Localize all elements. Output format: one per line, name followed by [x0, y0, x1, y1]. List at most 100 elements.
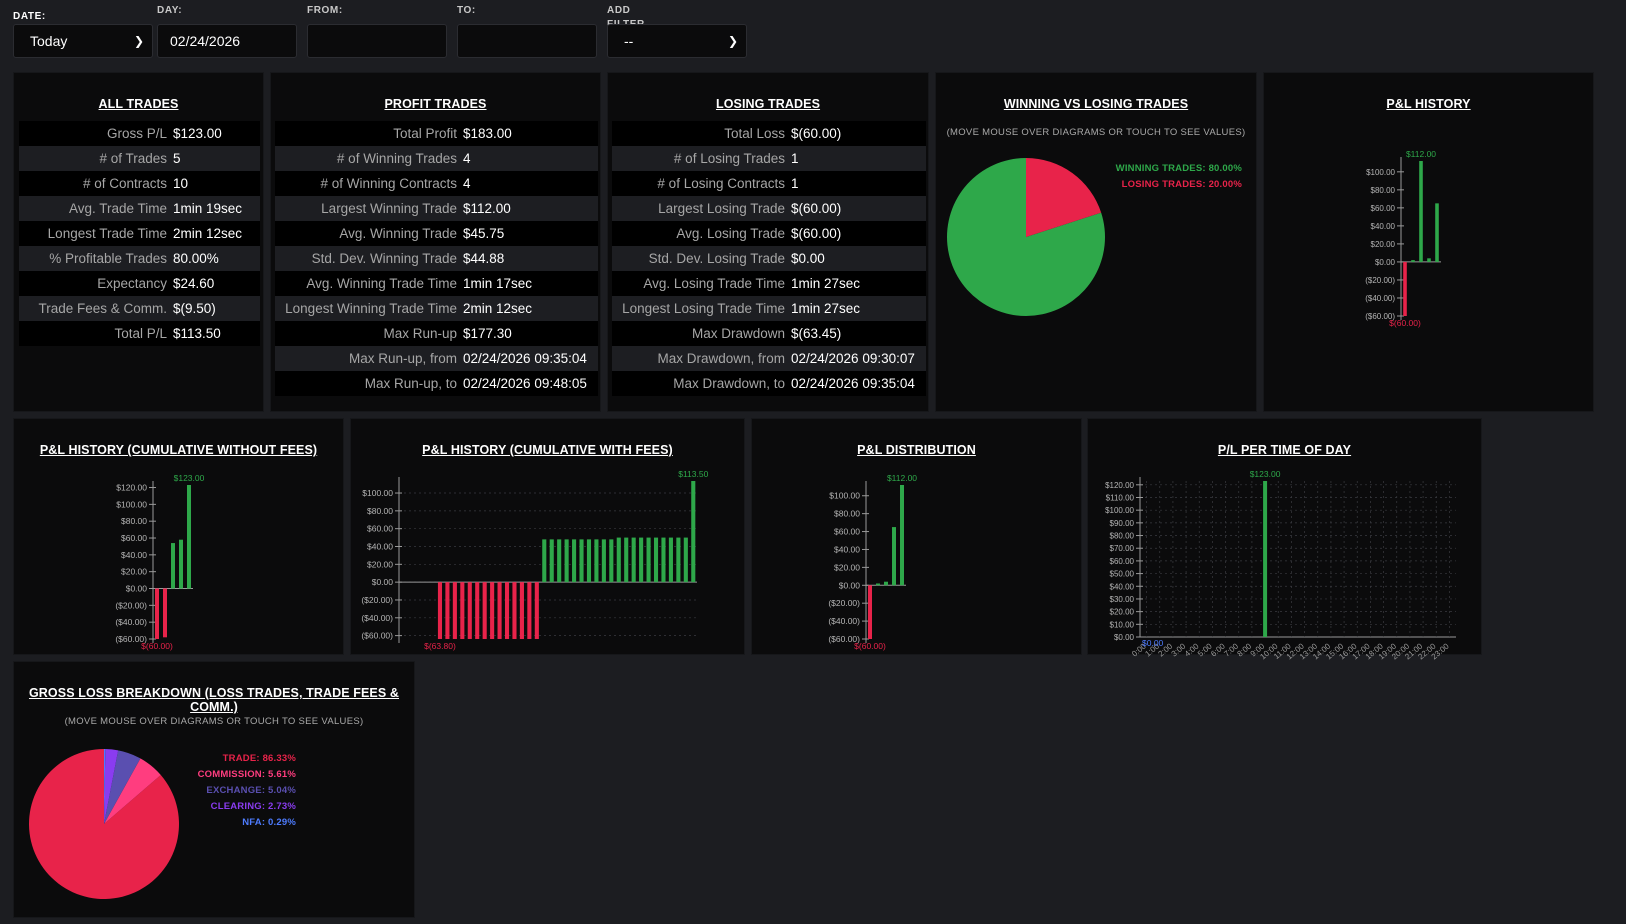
y-tick-label: ($40.00) — [828, 616, 860, 626]
max-label: $112.00 — [1406, 149, 1436, 159]
chevron-down-icon: ❯ — [727, 34, 738, 48]
pie-slice-exchange — [104, 750, 141, 824]
from-input[interactable] — [307, 24, 447, 58]
win-vs-lose-pie[interactable] — [946, 157, 1106, 317]
bar — [601, 539, 606, 583]
stat-label: Max Drawdown, to — [612, 371, 791, 396]
y-tick-label: $100.00 — [1366, 168, 1395, 177]
y-tick-label: $100.00 — [116, 499, 147, 509]
stat-value: 1min 27sec — [791, 271, 926, 296]
bar — [676, 537, 681, 583]
bar — [661, 537, 666, 583]
stat-value: $24.60 — [173, 271, 260, 296]
win-vs-lose-panel: WINNING VS LOSING TRADES (MOVE MOUSE OVE… — [935, 72, 1257, 412]
pl-distribution-title: P&L DISTRIBUTION — [857, 443, 976, 457]
stat-row: # of Contracts 10 — [19, 171, 260, 196]
pl-time-of-day-chart[interactable]: $10.00 $20.00 $30.00 $40.00 $50.00 $60.00 $70.… — [1088, 459, 1483, 689]
win-vs-lose-note: (MOVE MOUSE OVER DIAGRAMS OR TOUCH TO SE… — [946, 127, 1246, 138]
to-filter: TO: — [457, 4, 597, 58]
y-tick-label: $20.00 — [367, 559, 393, 569]
legend-nfa: NFA: 0.29% — [242, 817, 296, 828]
stat-label: Max Run-up, to — [275, 371, 463, 396]
bar — [527, 582, 532, 639]
stat-row: Longest Winning Trade Time 2min 12sec — [275, 296, 598, 321]
stat-value: 1 — [791, 146, 926, 171]
stat-value: 1min 17sec — [463, 271, 598, 296]
stat-label: Gross P/L — [19, 121, 173, 146]
y-tick-label: ($20.00) — [1365, 276, 1395, 285]
bar — [892, 527, 896, 586]
min-label: $0.00 — [1142, 638, 1164, 648]
losing-trades-panel: LOSING TRADES Total Loss $(60.00) # of Los… — [607, 72, 929, 412]
bar — [542, 539, 547, 583]
bar — [1411, 260, 1415, 262]
bar — [653, 537, 659, 583]
stat-label: Avg. Losing Trade Time — [612, 271, 791, 296]
gross-loss-panel: GROSS LOSS BREAKDOWN (LOSS TRADES, TRADE… — [13, 661, 415, 918]
y-tick-label: $100.00 — [1105, 506, 1134, 515]
add-filter-value: -- — [624, 33, 634, 49]
pl-cum-with-fees-chart[interactable]: ($60.00) ($40.00) ($20.00) $0.00 $20.00 $40.0… — [351, 459, 746, 655]
bar — [564, 539, 569, 583]
y-tick-label: $60.00 — [367, 524, 393, 534]
pie-slice-clearing — [104, 749, 119, 824]
stat-label: Max Drawdown, from — [612, 346, 791, 371]
bar — [534, 582, 539, 639]
y-tick-label: $90.00 — [1110, 519, 1135, 528]
y-tick-label: $20.00 — [1371, 240, 1396, 249]
all-trades-table: Gross P/L $123.00 # of Trades 5 # of Contrac… — [19, 121, 260, 346]
stat-label: # of Trades — [19, 146, 173, 171]
bar — [460, 582, 465, 639]
stat-row: Largest Losing Trade $(60.00) — [612, 196, 926, 221]
stat-value: $(60.00) — [791, 121, 926, 146]
pl-distribution-chart[interactable]: ($60.00) ($40.00) ($20.00) $0.00 $20.00 $40.0… — [752, 459, 1083, 655]
stat-row: # of Winning Trades 4 — [275, 146, 598, 171]
stat-value: $183.00 — [463, 121, 598, 146]
pl-distribution-panel: P&L DISTRIBUTION ($60.00) ($40.00) ($20.00… — [751, 418, 1082, 655]
pie-slice-losing-trades — [1026, 158, 1102, 237]
stat-label: Max Drawdown — [612, 321, 791, 346]
max-label: $113.50 — [678, 469, 708, 479]
y-tick-label: $80.00 — [121, 516, 147, 526]
bar — [639, 537, 644, 583]
pl-time-of-day-panel: P/L PER TIME OF DAY $10.00 $20.00 $30.00 $4… — [1087, 418, 1482, 661]
stat-label: % Profitable Trades — [19, 246, 173, 271]
stat-row: Avg. Losing Trade $(60.00) — [612, 221, 926, 246]
win-vs-lose-title: WINNING VS LOSING TRADES — [1003, 97, 1189, 111]
bar — [586, 539, 592, 583]
stat-row: # of Winning Contracts 4 — [275, 171, 598, 196]
stat-label: Expectancy — [19, 271, 173, 296]
to-input[interactable] — [457, 24, 597, 58]
stat-value: 4 — [463, 171, 598, 196]
stat-value: $45.75 — [463, 221, 598, 246]
bar — [482, 582, 487, 639]
losing-trades-table: Total Loss $(60.00) # of Losing Trades 1 # o… — [612, 121, 926, 396]
bar — [437, 582, 443, 639]
stat-label: Avg. Winning Trade Time — [275, 271, 463, 296]
add-filter-select[interactable]: -- ❯ — [607, 24, 747, 58]
legend-trade: TRADE: 86.33% — [222, 753, 296, 764]
y-tick-label: $0.00 — [1375, 258, 1396, 267]
pl-cum-no-fees-chart[interactable]: ($60.00) ($40.00) ($20.00) $0.00 $20.00 $40.0… — [14, 459, 345, 655]
pl-history-chart[interactable]: ($60.00) ($40.00) ($20.00) $0.00 $20.00 $40.0… — [1264, 113, 1595, 383]
stat-row: Avg. Winning Trade $45.75 — [275, 221, 598, 246]
bar — [179, 539, 183, 589]
bar — [1403, 261, 1407, 316]
pie-slice-nfa — [104, 749, 106, 824]
day-input[interactable]: 02/24/2026 — [157, 24, 297, 58]
legend-winning-trades: WINNING TRADES: 80.00% — [1115, 163, 1242, 174]
stat-label: Total P/L — [19, 321, 173, 346]
y-tick-label: ($60.00) — [828, 634, 860, 644]
bar — [609, 539, 614, 583]
stat-value: $113.50 — [173, 321, 260, 346]
day-label: DAY: — [157, 5, 183, 16]
stat-value: $177.30 — [463, 321, 598, 346]
stat-label: Trade Fees & Comm. — [19, 296, 173, 321]
gross-loss-pie[interactable] — [28, 748, 180, 900]
bar — [1263, 481, 1268, 637]
stat-row: Std. Dev. Winning Trade $44.88 — [275, 246, 598, 271]
date-select[interactable]: Today ❯ — [13, 24, 153, 58]
bar — [579, 539, 584, 583]
profit-trades-table: Total Profit $183.00 # of Winning Trades 4 #… — [275, 121, 598, 396]
y-tick-label: $0.00 — [372, 577, 394, 587]
